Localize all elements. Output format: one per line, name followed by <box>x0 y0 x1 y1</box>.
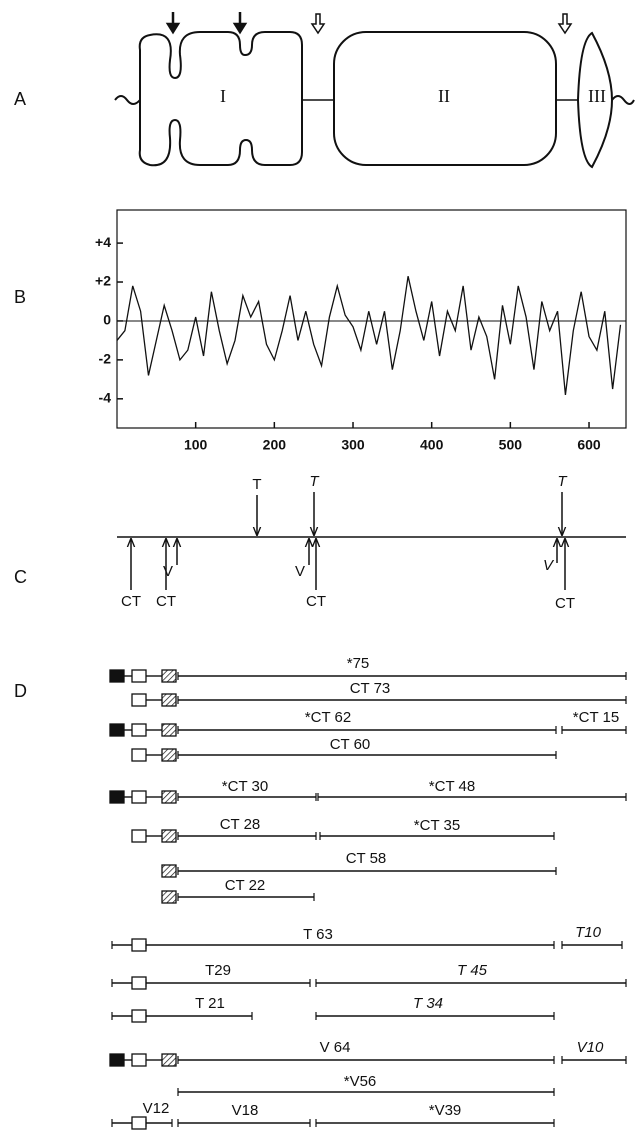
fragment-box <box>131 1053 147 1067</box>
site-label: CT <box>156 593 176 610</box>
y-tick-label: -2 <box>99 351 112 367</box>
open-arrow <box>557 13 573 35</box>
fragment-box <box>161 693 177 707</box>
site-label: V <box>543 557 555 574</box>
site-label: CT <box>306 593 326 610</box>
x-tick-label: 500 <box>499 437 523 453</box>
fragment-box <box>161 723 177 737</box>
fragment-box <box>161 790 177 804</box>
fragment-label: V 64 <box>320 1039 351 1056</box>
fragment-box <box>131 693 147 707</box>
fragment-box <box>131 723 147 737</box>
domain-label: II <box>438 86 450 106</box>
fragment-label: V18 <box>232 1102 259 1119</box>
fragment-box <box>131 1009 147 1023</box>
domain-shape <box>138 31 303 167</box>
fragment-box <box>131 790 147 804</box>
panel-letter: D <box>14 681 27 701</box>
fragment-box <box>109 790 125 804</box>
fragment-label: *CT 48 <box>429 778 475 795</box>
fragment-label: *V39 <box>429 1102 462 1119</box>
fragment-label: *CT 30 <box>222 778 268 795</box>
wave-end <box>611 95 635 105</box>
domain-label: I <box>220 86 226 106</box>
fragment-box <box>131 669 147 683</box>
fragment-label: T 45 <box>457 962 488 979</box>
fragment-label: T 21 <box>195 995 225 1012</box>
fragment-box <box>109 723 125 737</box>
x-tick-label: 600 <box>577 437 601 453</box>
site-label: V <box>163 563 173 580</box>
fragment-box <box>131 976 147 990</box>
fragment-box <box>131 1116 147 1130</box>
fragment-box <box>161 864 177 878</box>
fragment-box <box>131 829 147 843</box>
x-tick-label: 200 <box>263 437 287 453</box>
site-label: T <box>557 473 568 490</box>
panel-letter: A <box>14 89 26 109</box>
x-tick-label: 100 <box>184 437 208 453</box>
domain-shape <box>576 31 614 169</box>
wave-end <box>114 95 141 105</box>
y-tick-label: 0 <box>103 312 111 328</box>
site-label: CT <box>121 593 141 610</box>
cleavage-arrow <box>165 12 181 35</box>
fragment-label: V12 <box>143 1100 170 1117</box>
fragment-box <box>161 890 177 904</box>
fragment-label: T 63 <box>303 926 333 943</box>
fragment-box <box>109 1053 125 1067</box>
site-label: CT <box>555 595 575 612</box>
fragment-label: *75 <box>347 655 370 672</box>
fragment-box <box>161 829 177 843</box>
fragment-label: *V56 <box>344 1073 377 1090</box>
fragment-label: *CT 15 <box>573 709 619 726</box>
domain-label: III <box>588 86 606 106</box>
domain-shape <box>333 31 557 166</box>
cleavage-arrow <box>232 12 248 35</box>
fragment-box <box>161 748 177 762</box>
site-label: V <box>295 563 305 580</box>
y-tick-label: +2 <box>95 273 111 289</box>
fragment-label: V10 <box>577 1039 604 1056</box>
fragment-label: T10 <box>575 924 602 941</box>
fragment-box <box>131 748 147 762</box>
fragment-box <box>161 669 177 683</box>
fragment-box <box>131 938 147 952</box>
x-tick-label: 300 <box>341 437 365 453</box>
fragment-label: CT 22 <box>225 877 266 894</box>
panel-letter: C <box>14 567 27 587</box>
fragment-label: CT 28 <box>220 816 261 833</box>
fragment-box <box>161 1053 177 1067</box>
fragment-label: T29 <box>205 962 231 979</box>
fragment-label: *CT 62 <box>305 709 351 726</box>
fragment-label: *CT 35 <box>414 817 460 834</box>
fragment-label: CT 60 <box>330 736 371 753</box>
panel-letter: B <box>14 287 26 307</box>
x-tick-label: 400 <box>420 437 444 453</box>
site-label: T <box>309 473 320 490</box>
y-tick-label: +4 <box>95 234 111 250</box>
plot-frame <box>116 209 627 429</box>
fragment-label: CT 73 <box>350 680 391 697</box>
fragment-box <box>109 669 125 683</box>
fragment-label: CT 58 <box>346 850 387 867</box>
fragment-label: T 34 <box>413 995 443 1012</box>
y-tick-label: -4 <box>99 390 112 406</box>
open-arrow <box>310 13 326 35</box>
domain-map: I II III <box>114 12 635 169</box>
site-label: T <box>252 476 261 493</box>
hydropathy-line <box>116 276 622 395</box>
